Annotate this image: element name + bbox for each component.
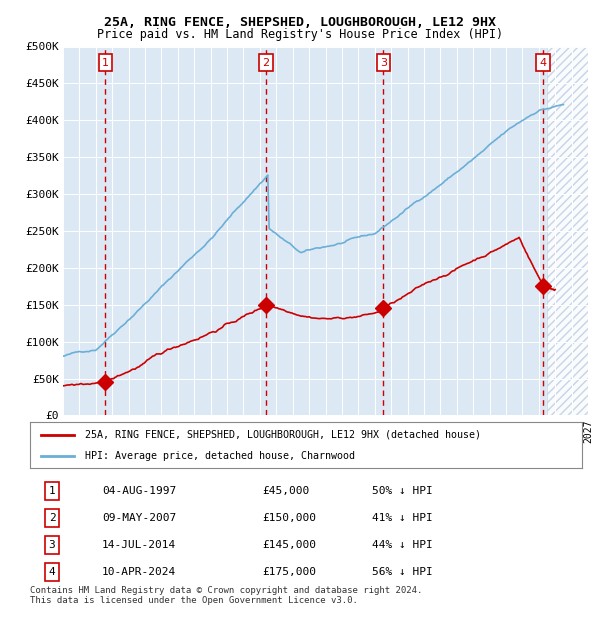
Bar <box>547 46 588 415</box>
Text: 56% ↓ HPI: 56% ↓ HPI <box>372 567 433 577</box>
Bar <box>547 46 588 415</box>
Text: 3: 3 <box>380 58 387 68</box>
Text: 50% ↓ HPI: 50% ↓ HPI <box>372 485 433 496</box>
Text: Price paid vs. HM Land Registry's House Price Index (HPI): Price paid vs. HM Land Registry's House … <box>97 28 503 41</box>
Text: £175,000: £175,000 <box>262 567 316 577</box>
Text: £45,000: £45,000 <box>262 485 309 496</box>
Text: 14-JUL-2014: 14-JUL-2014 <box>102 540 176 550</box>
Text: 25A, RING FENCE, SHEPSHED, LOUGHBOROUGH, LE12 9HX: 25A, RING FENCE, SHEPSHED, LOUGHBOROUGH,… <box>104 16 496 29</box>
Text: 1: 1 <box>49 485 55 496</box>
Text: 09-MAY-2007: 09-MAY-2007 <box>102 513 176 523</box>
Text: 2: 2 <box>262 58 269 68</box>
Text: 1: 1 <box>102 58 109 68</box>
Text: £150,000: £150,000 <box>262 513 316 523</box>
Text: Contains HM Land Registry data © Crown copyright and database right 2024.
This d: Contains HM Land Registry data © Crown c… <box>30 586 422 605</box>
Text: 4: 4 <box>49 567 55 577</box>
Text: 10-APR-2024: 10-APR-2024 <box>102 567 176 577</box>
Text: 4: 4 <box>539 58 547 68</box>
Text: 3: 3 <box>49 540 55 550</box>
Text: 2: 2 <box>49 513 55 523</box>
Text: 04-AUG-1997: 04-AUG-1997 <box>102 485 176 496</box>
Text: £145,000: £145,000 <box>262 540 316 550</box>
Text: 41% ↓ HPI: 41% ↓ HPI <box>372 513 433 523</box>
Text: 44% ↓ HPI: 44% ↓ HPI <box>372 540 433 550</box>
Text: 25A, RING FENCE, SHEPSHED, LOUGHBOROUGH, LE12 9HX (detached house): 25A, RING FENCE, SHEPSHED, LOUGHBOROUGH,… <box>85 430 481 440</box>
Text: HPI: Average price, detached house, Charnwood: HPI: Average price, detached house, Char… <box>85 451 355 461</box>
